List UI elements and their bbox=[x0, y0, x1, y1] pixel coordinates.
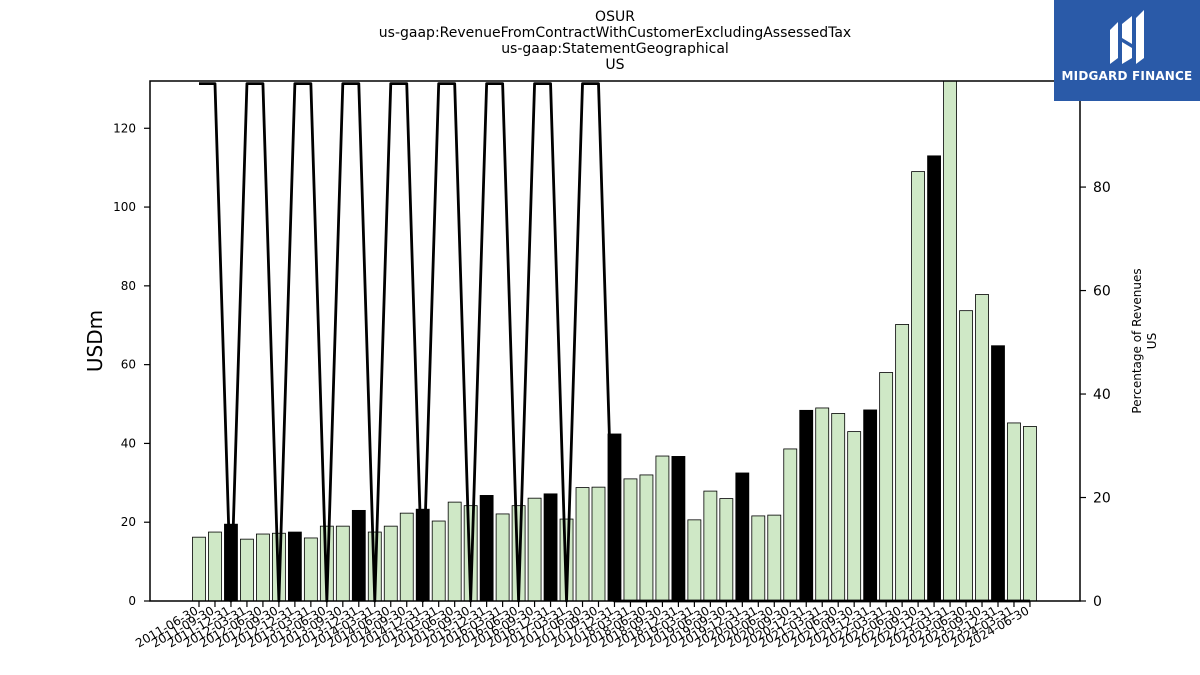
bar-2012-12-31 bbox=[287, 531, 302, 602]
y2-axis-label-line-1: Percentage of Revenues bbox=[1130, 268, 1144, 413]
y-axis-label: USDm bbox=[83, 310, 107, 372]
bar-2020-06-30 bbox=[767, 514, 782, 602]
bar-2019-12-31 bbox=[735, 472, 750, 602]
chart-title: OSUR us-gaap:RevenueFromContractWithCust… bbox=[379, 9, 851, 73]
y2-tick-label-40: 40 bbox=[1093, 387, 1111, 403]
bar-2019-06-30 bbox=[703, 490, 718, 602]
chart-title-line-4: US bbox=[605, 57, 624, 73]
bar-2018-12-31 bbox=[671, 456, 686, 602]
y2-tick-label-20: 20 bbox=[1093, 491, 1111, 507]
bar-2022-12-31 bbox=[927, 155, 941, 602]
bar-2020-09-30 bbox=[783, 448, 798, 602]
bar-2017-06-30 bbox=[575, 487, 590, 602]
bar-2015-03-31 bbox=[431, 520, 446, 602]
logo-mark-icon bbox=[1110, 10, 1144, 64]
y2-axis-label-line-2: US bbox=[1145, 333, 1159, 349]
logo-text: MIDGARD FINANCE bbox=[1061, 69, 1193, 83]
bar-2022-06-30 bbox=[895, 324, 910, 602]
bar-2011-06-30 bbox=[192, 536, 206, 602]
bar-2016-09-30 bbox=[527, 497, 542, 602]
bar-2022-03-31 bbox=[879, 372, 894, 602]
bar-2019-09-30 bbox=[719, 498, 734, 602]
y2-axis-label: Percentage of Revenues US bbox=[1130, 268, 1159, 413]
bar-2023-03-31 bbox=[943, 80, 957, 602]
bar-2012-06-30 bbox=[256, 533, 270, 602]
y-tick-label-120: 120 bbox=[113, 121, 136, 135]
y-tick-label-80: 80 bbox=[121, 279, 136, 293]
bar-2015-06-30 bbox=[447, 501, 462, 602]
bar-2021-09-30 bbox=[847, 431, 862, 602]
bar-2016-12-31 bbox=[543, 493, 558, 602]
chart-title-line-3: us-gaap:StatementGeographical bbox=[501, 41, 729, 57]
y-tick-label-0: 0 bbox=[128, 594, 136, 608]
bar-2024-06-30 bbox=[1023, 426, 1037, 602]
bar-2011-09-30 bbox=[208, 531, 222, 602]
bar-2016-03-31 bbox=[495, 513, 510, 602]
y-tick-label-20: 20 bbox=[121, 515, 136, 529]
bar-2014-06-30 bbox=[383, 525, 398, 602]
y-tick-label-100: 100 bbox=[113, 200, 136, 214]
bar-2021-06-30 bbox=[831, 413, 846, 602]
bar-2012-03-31 bbox=[240, 538, 254, 602]
bar-2022-09-30 bbox=[911, 171, 925, 602]
bar-2020-12-31 bbox=[799, 409, 814, 602]
bar-2023-06-30 bbox=[959, 310, 973, 602]
bar-2018-06-30 bbox=[639, 474, 654, 602]
axes: 0204060801001200204060801002011-06-30201… bbox=[113, 77, 1120, 651]
bar-2021-12-31 bbox=[863, 409, 878, 602]
bar-2017-09-30 bbox=[591, 486, 606, 602]
bar-2021-03-31 bbox=[815, 407, 830, 602]
bar-2013-09-30 bbox=[335, 525, 350, 602]
bar-2013-03-31 bbox=[303, 537, 318, 602]
bar-2023-12-31 bbox=[991, 345, 1005, 602]
chart-title-line-1: OSUR bbox=[595, 9, 635, 25]
bar-2014-09-30 bbox=[399, 512, 414, 602]
bar-2018-03-31 bbox=[623, 478, 638, 602]
bar-2020-03-31 bbox=[751, 515, 766, 602]
chart-title-line-2: us-gaap:RevenueFromContractWithCustomerE… bbox=[379, 25, 851, 41]
y-tick-label-60: 60 bbox=[121, 358, 136, 372]
bar-2024-03-31 bbox=[1007, 422, 1021, 602]
y2-tick-label-60: 60 bbox=[1093, 284, 1111, 300]
bar-2018-09-30 bbox=[655, 455, 670, 602]
midgard-finance-logo: MIDGARD FINANCE bbox=[1054, 0, 1200, 101]
y2-tick-label-80: 80 bbox=[1093, 180, 1111, 196]
y2-tick-label-0: 0 bbox=[1093, 594, 1102, 610]
bar-2013-12-31 bbox=[351, 509, 366, 602]
y-tick-label-40: 40 bbox=[121, 436, 136, 450]
bar-2015-12-31 bbox=[479, 495, 494, 602]
bar-2023-09-30 bbox=[975, 294, 989, 602]
bar-2019-03-31 bbox=[687, 519, 702, 602]
